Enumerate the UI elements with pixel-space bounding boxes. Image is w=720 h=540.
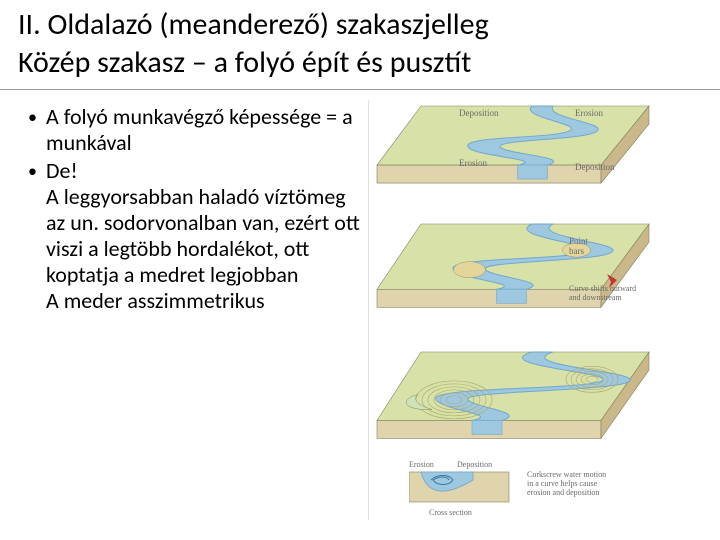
title-line-2: Közép szakasz – a folyó épít és pusztít: [18, 44, 702, 82]
meander-stage-3: [373, 346, 653, 471]
diagram-label: Pointbars: [569, 236, 588, 256]
bullet-dot: •: [28, 158, 46, 314]
slab-svg: [373, 346, 653, 466]
bullet-item: •A folyó munkavégző képessége = a munkáv…: [28, 104, 368, 156]
diagram-label: Deposition: [459, 108, 499, 118]
meander-diagram: Deposition Erosion Erosion Deposition Pointb…: [368, 100, 702, 520]
cross-section: ErosionDepositionCross sectionCorkscrew …: [409, 470, 649, 521]
diagram-label: Deposition: [575, 162, 615, 172]
diagram-label: Erosion: [575, 108, 603, 118]
meander-stage-2: PointbarsCurve shifts outwardand downstr…: [373, 218, 653, 338]
meander-stage-1: Deposition Erosion Erosion Deposition: [373, 100, 653, 210]
bullet-item: •De!A leggyorsabban haladó víztömeg az u…: [28, 158, 368, 314]
diagram-label: Cross section: [429, 508, 472, 517]
shift-arrow-icon: [595, 270, 621, 290]
bullet-text: A folyó munkavégző képessége = a munkáva…: [46, 104, 368, 156]
diagram-label: Erosion: [459, 158, 487, 168]
slide-title: II. Oldalazó (meanderező) szakaszjelleg …: [0, 0, 720, 90]
bullet-list: •A folyó munkavégző képessége = a munkáv…: [28, 100, 368, 520]
diagram-label: Deposition: [457, 460, 492, 469]
content-row: •A folyó munkavégző képessége = a munkáv…: [0, 100, 720, 520]
slab-svg: [373, 100, 653, 205]
diagram-label: Erosion: [409, 460, 434, 469]
bullet-dot: •: [28, 104, 46, 156]
diagram-label: Corkscrew water motionin a curve helps c…: [527, 470, 606, 497]
bullet-text: De!A leggyorsabban haladó víztömeg az un…: [46, 158, 368, 314]
title-line-1: II. Oldalazó (meanderező) szakaszjelleg: [18, 6, 702, 44]
